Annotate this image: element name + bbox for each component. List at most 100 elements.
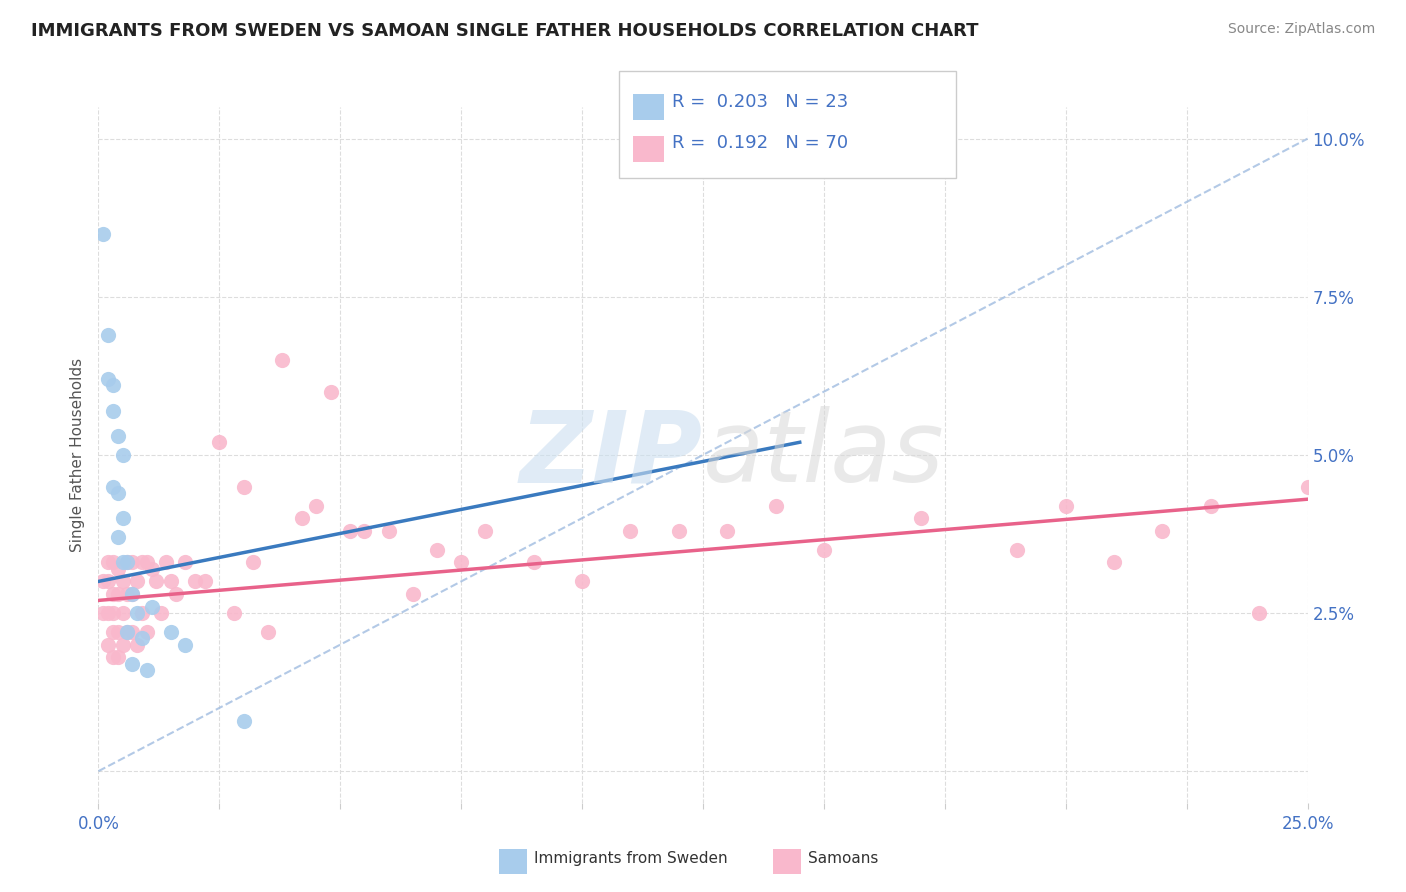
Point [111, 574, 134, 589]
Point [222, 606, 245, 620]
Text: Source: ZipAtlas.com: Source: ZipAtlas.com [1227, 22, 1375, 37]
Text: atlas: atlas [703, 407, 945, 503]
Point [107, 625, 129, 640]
Point [1296, 479, 1319, 493]
Point [101, 556, 124, 570]
Point [97, 606, 120, 620]
Point [101, 606, 124, 620]
Text: ZIP: ZIP [520, 407, 703, 503]
Point [910, 511, 932, 525]
Point [1007, 542, 1029, 557]
Point [305, 499, 328, 513]
Point [107, 650, 129, 665]
Point [813, 542, 835, 557]
Y-axis label: Single Father Households: Single Father Households [70, 358, 86, 552]
Point [1102, 556, 1125, 570]
Point [101, 587, 124, 601]
Point [1199, 499, 1222, 513]
Point [107, 530, 129, 544]
Point [107, 486, 129, 500]
Point [111, 448, 134, 462]
Point [208, 435, 231, 450]
Point [131, 632, 153, 646]
Point [91, 574, 114, 589]
Point [1249, 606, 1271, 620]
Point [91, 227, 114, 241]
Point [339, 524, 361, 538]
Point [101, 403, 124, 417]
Point [232, 714, 254, 728]
Point [121, 587, 143, 601]
Point [135, 625, 157, 640]
Point [155, 556, 177, 570]
Point [271, 353, 294, 368]
Point [127, 574, 149, 589]
Point [571, 574, 593, 589]
Point [174, 556, 197, 570]
Point [353, 524, 375, 538]
Point [232, 479, 254, 493]
Point [107, 587, 129, 601]
Point [290, 511, 312, 525]
Point [111, 556, 134, 570]
Point [194, 574, 217, 589]
Point [97, 574, 120, 589]
Point [619, 524, 641, 538]
Point [117, 625, 139, 640]
Point [101, 650, 124, 665]
Point [184, 574, 207, 589]
Point [111, 511, 134, 525]
Point [101, 378, 124, 392]
Text: IMMIGRANTS FROM SWEDEN VS SAMOAN SINGLE FATHER HOUSEHOLDS CORRELATION CHART: IMMIGRANTS FROM SWEDEN VS SAMOAN SINGLE … [31, 22, 979, 40]
Point [107, 429, 129, 443]
Point [121, 556, 143, 570]
Point [160, 574, 183, 589]
Point [474, 524, 496, 538]
Point [117, 625, 139, 640]
Point [165, 587, 187, 601]
Point [242, 556, 264, 570]
Point [426, 542, 449, 557]
Point [127, 606, 149, 620]
Point [101, 625, 124, 640]
Point [160, 625, 183, 640]
Point [377, 524, 399, 538]
Point [121, 657, 143, 671]
Point [131, 556, 153, 570]
Point [131, 606, 153, 620]
Point [716, 524, 738, 538]
Point [141, 562, 163, 576]
Point [402, 587, 425, 601]
Point [121, 625, 143, 640]
Point [111, 638, 134, 652]
Text: R =  0.192   N = 70: R = 0.192 N = 70 [672, 134, 848, 152]
Point [141, 599, 163, 614]
Point [765, 499, 787, 513]
Point [668, 524, 690, 538]
Point [111, 606, 134, 620]
Point [117, 556, 139, 570]
Point [127, 638, 149, 652]
Text: Immigrants from Sweden: Immigrants from Sweden [534, 851, 728, 865]
Point [523, 556, 546, 570]
Point [107, 562, 129, 576]
Point [145, 574, 167, 589]
Text: R =  0.203   N = 23: R = 0.203 N = 23 [672, 93, 848, 111]
Point [97, 638, 120, 652]
Point [319, 384, 342, 399]
Point [450, 556, 472, 570]
Text: Samoans: Samoans [808, 851, 879, 865]
Point [97, 372, 120, 386]
Point [117, 587, 139, 601]
Point [121, 587, 143, 601]
Point [135, 556, 157, 570]
Point [117, 556, 139, 570]
Point [256, 625, 278, 640]
Point [97, 327, 120, 342]
Point [174, 638, 197, 652]
Point [101, 479, 124, 493]
Point [97, 556, 120, 570]
Point [150, 606, 173, 620]
Point [135, 663, 157, 677]
Point [1054, 499, 1077, 513]
